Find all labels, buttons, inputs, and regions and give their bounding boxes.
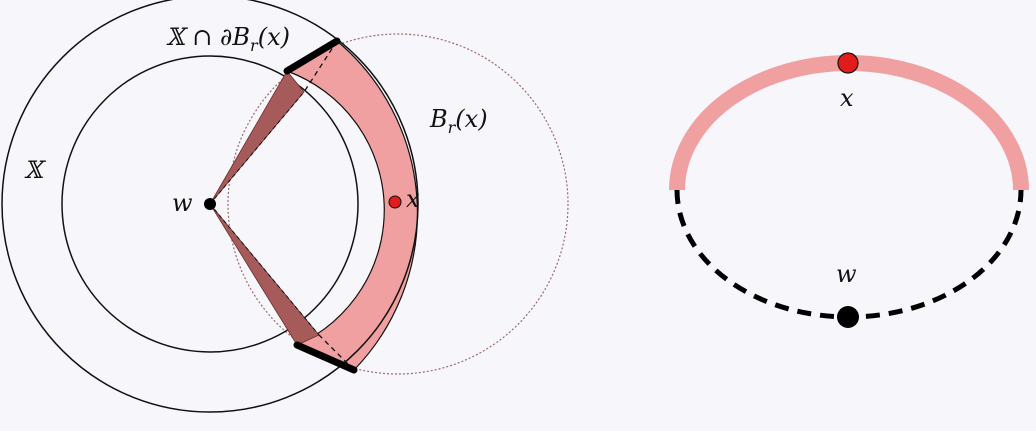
label-x: x xyxy=(406,185,420,213)
outer-circle xyxy=(1,0,419,413)
point-w xyxy=(204,198,216,210)
upper-dashed-ray xyxy=(209,91,305,205)
right-point-x xyxy=(837,52,859,74)
upper-wedge xyxy=(209,70,305,205)
dashed-lower-arc xyxy=(674,189,1024,320)
lower-boundary-arc xyxy=(293,341,358,374)
right-label-w: w xyxy=(836,260,857,288)
label-ball: Br(x) xyxy=(429,105,488,137)
label-w: w xyxy=(172,189,193,217)
right-figure: x w xyxy=(669,52,1029,328)
inner-circle xyxy=(61,55,359,353)
upper-dashed-chord xyxy=(303,40,338,93)
lower-wedge xyxy=(209,203,320,346)
right-label-x: x xyxy=(840,84,854,112)
shaded-upper-arc xyxy=(669,55,1029,191)
label-space-x: 𝕏 xyxy=(24,156,47,184)
lower-dashed-ray xyxy=(209,203,320,336)
ball-circle xyxy=(227,33,569,375)
upper-boundary-arc xyxy=(283,37,341,75)
right-point-w xyxy=(837,306,859,328)
label-boundary-intersection: 𝕏 ∩ ∂Br(x) xyxy=(166,23,290,55)
left-figure: 𝕏 ∩ ∂Br(x) Br(x) 𝕏 w x xyxy=(1,0,569,413)
point-x xyxy=(388,195,402,209)
